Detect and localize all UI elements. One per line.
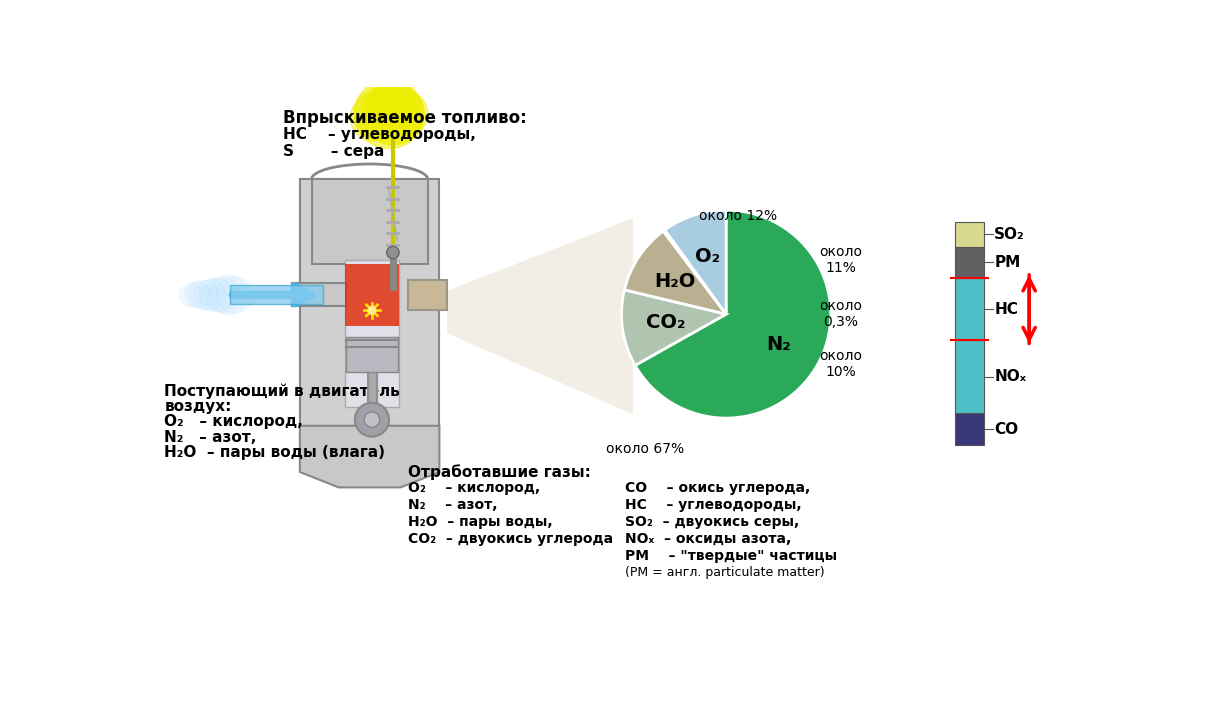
- Text: O₂: O₂: [695, 247, 720, 266]
- Text: N₂   – азот,: N₂ – азот,: [165, 430, 256, 444]
- Circle shape: [366, 87, 404, 125]
- Bar: [230, 285, 324, 304]
- Text: Отработавшие газы:: Отработавшие газы:: [408, 464, 591, 480]
- Circle shape: [394, 108, 422, 136]
- Text: около
10%: около 10%: [819, 349, 862, 379]
- Circle shape: [354, 79, 424, 149]
- Polygon shape: [311, 179, 427, 264]
- Bar: [344, 260, 399, 407]
- Text: S       – сера: S – сера: [283, 144, 385, 159]
- Bar: [344, 264, 399, 326]
- Text: (PM = англ. particulate matter): (PM = англ. particulate matter): [625, 566, 825, 579]
- Circle shape: [355, 402, 389, 436]
- Text: НС    – углеводороды,: НС – углеводороды,: [625, 498, 802, 512]
- Circle shape: [216, 276, 254, 313]
- Text: Впрыскиваемое топливо:: Впрыскиваемое топливо:: [283, 109, 526, 127]
- Circle shape: [194, 280, 226, 310]
- Text: N₂: N₂: [766, 335, 791, 354]
- Text: NOₓ  – оксиды азота,: NOₓ – оксиды азота,: [625, 532, 791, 546]
- Text: около
11%: около 11%: [819, 245, 862, 276]
- Polygon shape: [300, 426, 440, 487]
- Wedge shape: [663, 230, 726, 314]
- Text: H₂O: H₂O: [654, 272, 696, 291]
- Text: CO    – окись углерода,: CO – окись углерода,: [625, 481, 811, 495]
- Text: CO₂: CO₂: [646, 313, 686, 332]
- Text: H₂O  – пары воды,: H₂O – пары воды,: [408, 515, 553, 529]
- Text: Поступающий в двигатель: Поступающий в двигатель: [165, 384, 400, 399]
- Text: CO: CO: [994, 422, 1018, 436]
- Circle shape: [209, 276, 248, 314]
- Polygon shape: [300, 179, 440, 442]
- Bar: [955, 222, 984, 247]
- Circle shape: [179, 283, 203, 307]
- Text: N₂    – азот,: N₂ – азот,: [408, 498, 498, 512]
- Circle shape: [368, 307, 376, 314]
- Text: H₂O  – пары воды (влага): H₂O – пары воды (влага): [165, 445, 386, 460]
- Text: PM    – "твердые" частицы: PM – "твердые" частицы: [625, 549, 838, 563]
- Circle shape: [371, 81, 415, 124]
- Wedge shape: [635, 210, 830, 418]
- Circle shape: [184, 282, 211, 308]
- Bar: [955, 247, 984, 278]
- Bar: [408, 280, 447, 310]
- Text: NOₓ: NOₓ: [994, 369, 1027, 384]
- Circle shape: [199, 278, 233, 312]
- Wedge shape: [664, 210, 726, 314]
- Wedge shape: [621, 290, 726, 365]
- Bar: [347, 337, 398, 372]
- Text: HC: HC: [994, 302, 1018, 317]
- Text: НС    – углеводороды,: НС – углеводороды,: [283, 127, 476, 142]
- Circle shape: [361, 83, 424, 145]
- Text: воздух:: воздух:: [165, 399, 232, 414]
- Bar: [955, 278, 984, 340]
- Circle shape: [205, 277, 241, 312]
- Text: около
0,3%: около 0,3%: [819, 299, 862, 329]
- Bar: [292, 283, 347, 307]
- Text: SO₂  – двуокись серы,: SO₂ – двуокись серы,: [625, 515, 800, 529]
- Bar: [955, 340, 984, 413]
- Text: O₂   – кислород,: O₂ – кислород,: [165, 414, 303, 429]
- Wedge shape: [624, 231, 726, 314]
- Text: около 67%: около 67%: [606, 442, 684, 456]
- Text: около 12%: около 12%: [698, 210, 777, 223]
- Circle shape: [381, 91, 427, 137]
- Text: O₂    – кислород,: O₂ – кислород,: [408, 481, 541, 495]
- Text: PM: PM: [994, 255, 1021, 270]
- Circle shape: [354, 87, 408, 141]
- Bar: [955, 413, 984, 445]
- Text: CO₂  – двуокись углерода: CO₂ – двуокись углерода: [408, 532, 613, 546]
- Text: SO₂: SO₂: [994, 227, 1024, 241]
- Circle shape: [387, 247, 399, 259]
- Circle shape: [364, 412, 380, 427]
- Circle shape: [189, 281, 219, 310]
- Polygon shape: [447, 218, 634, 414]
- Circle shape: [350, 95, 397, 141]
- Circle shape: [383, 93, 418, 127]
